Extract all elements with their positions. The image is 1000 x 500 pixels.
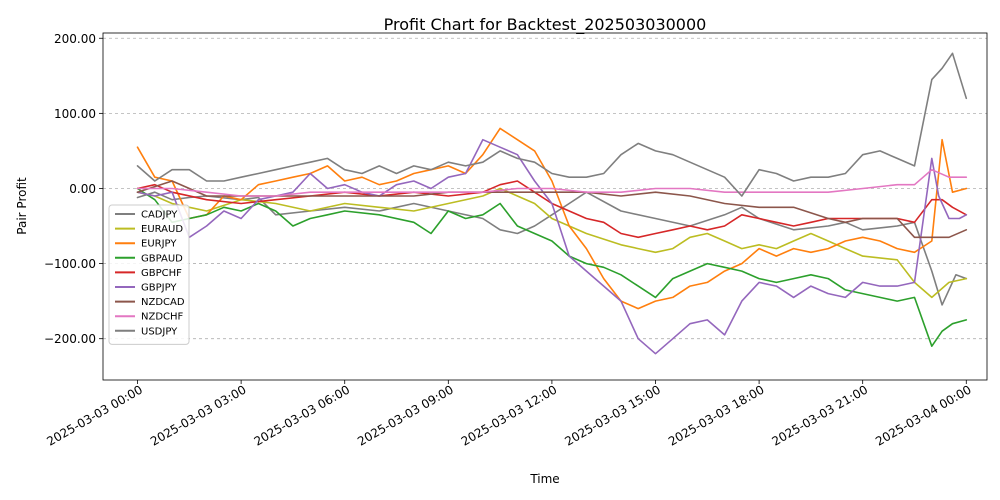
legend: CADJPY EURAUD EURJPY GBPAUD GBPCHF GBPJPY NZDC… (108, 204, 190, 345)
legend-label: USDJPY (141, 326, 178, 337)
x-axis-label: Time (529, 472, 559, 486)
legend-label: CADJPY (141, 210, 178, 221)
series-line-euraud (136, 187, 968, 299)
y-tick-label: −200.00 (44, 332, 96, 346)
plot-area-frame (102, 32, 988, 381)
legend-label: GBPAUD (141, 253, 183, 264)
y-tick-label: −100.00 (44, 257, 96, 271)
y-axis-label: Pair Profit (15, 177, 29, 235)
y-tick-label: 200.00 (54, 32, 96, 46)
series-line-eurjpy (136, 127, 968, 310)
series-line-nzdchf (136, 168, 968, 197)
series-layer (136, 52, 968, 355)
legend-label: EURJPY (141, 239, 177, 250)
legend-label: EURAUD (141, 224, 183, 235)
y-tick-label: 100.00 (54, 107, 96, 121)
series-line-usdjpy (136, 52, 968, 197)
legend-label: NZDCHF (141, 312, 184, 323)
legend-label: NZDCAD (141, 297, 185, 308)
legend-label: GBPJPY (141, 283, 177, 294)
chart-title: Profit Chart for Backtest_202503030000 (384, 15, 707, 35)
series-line-gbpaud (136, 187, 968, 348)
y-tick-label: 0.00 (69, 182, 96, 196)
series-line-nzdcad (136, 180, 968, 239)
series-line-gbpchf (136, 180, 968, 239)
y-axis: −200.00 −100.00 0.00 100.00 200.00 (44, 32, 103, 346)
legend-label: GBPCHF (141, 268, 182, 279)
series-line-cadjpy (136, 191, 968, 306)
legend-box (108, 204, 190, 345)
